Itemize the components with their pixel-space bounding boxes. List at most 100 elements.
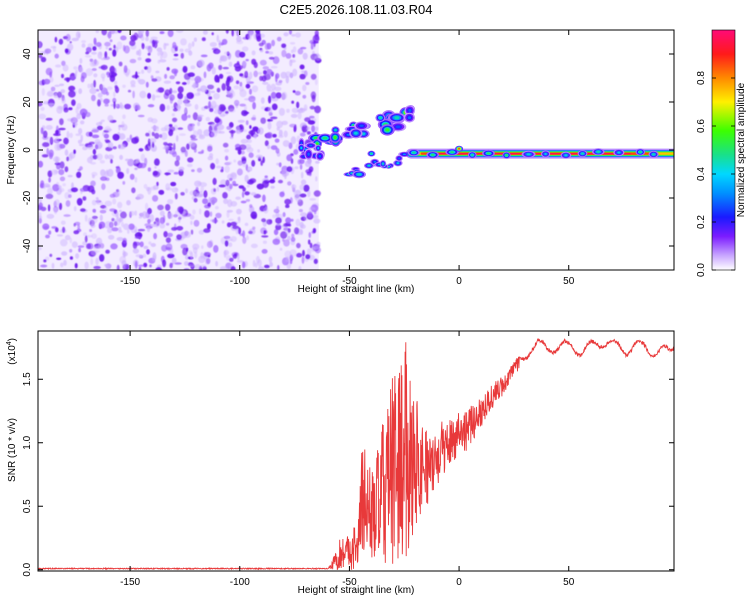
noise-blob xyxy=(188,141,196,147)
colorbar-label: Normalized spectral amplitude xyxy=(736,82,747,217)
noise-blob xyxy=(90,180,96,187)
noise-blob xyxy=(212,218,218,224)
noise-blob xyxy=(265,50,270,54)
noise-blob xyxy=(222,192,228,199)
noise-blob xyxy=(43,259,47,263)
noise-blob xyxy=(129,58,137,64)
chirp-blob xyxy=(302,155,306,158)
chirp-blob xyxy=(394,116,400,120)
noise-blob xyxy=(289,72,293,79)
noise-blob xyxy=(40,56,47,63)
noise-blob xyxy=(284,198,292,205)
noise-blob xyxy=(234,66,242,72)
noise-blob xyxy=(186,143,190,150)
noise-blob xyxy=(259,75,263,81)
noise-blob xyxy=(221,83,226,91)
noise-blob xyxy=(189,190,197,196)
chirp-blob xyxy=(309,144,313,147)
noise-blob xyxy=(136,193,144,200)
noise-blob xyxy=(102,76,105,82)
noise-blob xyxy=(164,89,171,96)
noise-blob xyxy=(144,202,149,211)
noise-blob xyxy=(85,243,92,250)
noise-blob xyxy=(126,168,130,174)
noise-blob xyxy=(99,214,103,221)
noise-blob xyxy=(99,121,103,125)
noise-blob xyxy=(261,218,266,223)
noise-blob xyxy=(171,113,175,117)
noise-blob xyxy=(137,228,146,232)
x-tick-label: -100 xyxy=(230,276,250,287)
noise-blob xyxy=(101,183,106,190)
noise-blob xyxy=(171,227,178,231)
noise-blob xyxy=(149,138,157,144)
noise-blob xyxy=(90,250,98,256)
noise-blob xyxy=(38,51,45,54)
noise-blob xyxy=(84,261,89,270)
noise-blob xyxy=(260,117,267,124)
noise-blob xyxy=(118,133,126,140)
noise-blob xyxy=(155,95,161,98)
noise-blob xyxy=(225,71,232,75)
noise-blob xyxy=(314,105,321,114)
noise-blob xyxy=(124,103,132,110)
noise-blob xyxy=(101,30,107,36)
noise-blob xyxy=(306,126,310,131)
noise-blob xyxy=(203,190,208,198)
noise-blob xyxy=(230,201,238,207)
noise-blob xyxy=(278,129,283,137)
noise-blob xyxy=(100,119,105,123)
noise-blob xyxy=(286,154,293,162)
noise-blob xyxy=(107,168,114,177)
noise-blob xyxy=(104,41,111,47)
noise-blob xyxy=(137,57,142,61)
noise-blob xyxy=(257,71,263,75)
noise-blob xyxy=(87,43,94,48)
noise-blob xyxy=(64,166,69,173)
noise-blob xyxy=(294,90,301,96)
noise-blob xyxy=(257,259,262,267)
noise-blob xyxy=(219,266,228,270)
noise-blob xyxy=(109,39,113,43)
noise-blob xyxy=(314,54,322,61)
noise-blob xyxy=(46,213,55,219)
lower-branch-blob xyxy=(367,164,371,167)
noise-blob xyxy=(300,171,304,179)
noise-blob xyxy=(144,223,152,227)
noise-blob xyxy=(59,83,65,87)
noise-blob xyxy=(97,92,103,98)
noise-blob xyxy=(290,218,294,222)
noise-blob xyxy=(200,186,205,193)
colorbar: 0.0 0.2 0.4 0.6 0.8 Normalized spectral ampl… xyxy=(696,29,747,277)
noise-blob xyxy=(43,185,46,189)
noise-blob xyxy=(148,241,152,245)
lower-branch-blob xyxy=(396,162,400,165)
noise-blob xyxy=(129,134,133,141)
noise-blob xyxy=(58,169,65,176)
noise-blob xyxy=(105,128,113,132)
noise-blob xyxy=(104,263,108,267)
noise-blob xyxy=(117,201,123,209)
noise-blob xyxy=(140,153,146,162)
noise-blob xyxy=(38,197,43,203)
chirp-blob xyxy=(318,154,322,158)
noise-blob xyxy=(173,214,178,218)
noise-blob xyxy=(140,36,145,41)
noise-blob xyxy=(172,108,178,112)
snr-y-axis: 0.0 0.5 1.0 1.5 xyxy=(22,372,674,577)
noise-blob xyxy=(237,216,241,224)
noise-blob xyxy=(290,237,296,242)
noise-blob xyxy=(104,103,109,107)
noise-blob xyxy=(167,199,174,205)
noise-blob xyxy=(138,148,144,152)
noise-blob xyxy=(184,150,188,157)
noise-blob xyxy=(230,129,234,138)
noise-blob xyxy=(169,75,175,80)
noise-blob xyxy=(175,81,181,85)
noise-blob xyxy=(180,192,185,196)
noise-blob xyxy=(68,194,72,199)
noise-blob xyxy=(292,68,298,77)
y-tick-label: 1.5 xyxy=(22,372,33,386)
lower-branch-blob xyxy=(350,172,353,174)
noise-blob xyxy=(283,239,290,247)
